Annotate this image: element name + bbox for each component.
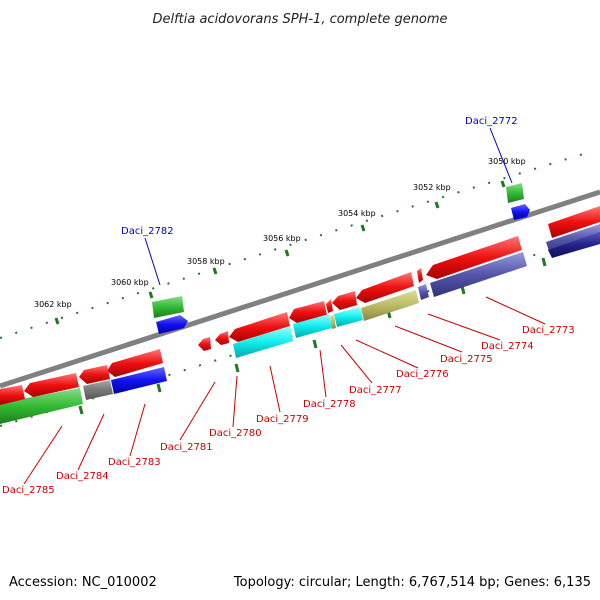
- gene-block-daci-2776[interactable]: [334, 307, 363, 327]
- gene-arrow-daci-2785[interactable]: [0, 388, 83, 424]
- gene-label-daci-2777[interactable]: Daci_2777: [349, 385, 402, 396]
- gene-block-daci-2779[interactable]: [293, 314, 332, 338]
- gene-arrow-daci-2776[interactable]: [356, 272, 414, 303]
- gene-arrow-daci-2782-blue[interactable]: [156, 315, 188, 334]
- gene-arrow-daci-2778[interactable]: [326, 299, 333, 313]
- gene-label-daci-2783[interactable]: Daci_2783: [108, 457, 161, 468]
- gene-label-daci-2773[interactable]: Daci_2773: [522, 325, 575, 336]
- leader-line-daci-2775: [394, 325, 463, 353]
- leader-line-daci-2781: [179, 381, 216, 441]
- leader-line-daci-2784: [77, 413, 105, 471]
- scale-label: 3056 kbp: [263, 234, 301, 243]
- outer-major-ticks: [54, 180, 506, 325]
- gene-label-daci-2774[interactable]: Daci_2774: [481, 341, 534, 352]
- gene-arrow-daci-2783[interactable]: [107, 349, 163, 377]
- gene-label-daci-2782[interactable]: Daci_2782: [121, 226, 174, 237]
- gene-block-daci-2783[interactable]: [111, 367, 167, 394]
- scale-label: 3052 kbp: [413, 183, 451, 192]
- gene-block-daci-2780[interactable]: [233, 326, 293, 358]
- gene-labels: Daci_2772 Daci_2773 Daci_2774 Daci_2775 …: [2, 116, 575, 496]
- leader-line-daci-2773: [485, 296, 546, 325]
- gene-block-daci-2773[interactable]: [430, 252, 527, 297]
- gene-arrow-daci-2772-blue[interactable]: [511, 204, 530, 220]
- forward-blue-genes: [156, 204, 530, 334]
- reverse-strand-genes: [0, 206, 600, 405]
- gene-label-daci-2781[interactable]: Daci_2781: [160, 442, 213, 453]
- gene-label-daci-2778[interactable]: Daci_2778: [303, 399, 356, 410]
- gene-arrow-daci-2782[interactable]: [152, 296, 184, 318]
- gene-label-daci-2775[interactable]: Daci_2775: [440, 354, 493, 365]
- leader-line-daci-2779: [269, 365, 281, 413]
- leader-line-daci-2772: [489, 127, 513, 184]
- gene-block-daci-2775[interactable]: [361, 290, 419, 321]
- scale-label: 3050 kbp: [488, 157, 526, 166]
- genome-summary-text: Topology: circular; Length: 6,767,514 bp…: [233, 575, 591, 590]
- scale-label: 3058 kbp: [187, 257, 225, 266]
- gene-label-daci-2780[interactable]: Daci_2780: [209, 428, 262, 439]
- scale-labels: 3050 kbp 3052 kbp 3054 kbp 3056 kbp 3058…: [34, 157, 526, 309]
- reverse-strand-colored-genes: [83, 224, 600, 400]
- gene-label-daci-2772[interactable]: Daci_2772: [465, 116, 518, 127]
- gene-arrow-right-edge[interactable]: [548, 206, 600, 238]
- gene-block-daci-2777[interactable]: [330, 315, 336, 329]
- gene-block-daci-2774[interactable]: [418, 284, 429, 300]
- accession-text: Accession: NC_010002: [9, 575, 157, 590]
- gene-arrow-daci-2773[interactable]: [426, 236, 522, 279]
- scale-label: 3062 kbp: [34, 300, 72, 309]
- leader-line-daci-2778: [319, 349, 327, 398]
- gene-arrow-daci-2780[interactable]: [229, 312, 290, 342]
- gene-arrow-daci-2781b[interactable]: [198, 337, 211, 351]
- gene-arrow-left-edge[interactable]: [0, 385, 25, 405]
- leader-line-daci-2774: [427, 313, 501, 341]
- gene-arrow-daci-2785b[interactable]: [24, 373, 79, 397]
- gene-arrow-daci-2784[interactable]: [79, 365, 110, 384]
- leader-line-daci-2785: [23, 425, 63, 485]
- leader-line-daci-2782: [144, 237, 161, 286]
- genome-backbone: [0, 189, 600, 389]
- gene-block-right-edge-2[interactable]: [548, 232, 600, 258]
- gene-label-daci-2785[interactable]: Daci_2785: [2, 485, 55, 496]
- leader-lines: [23, 127, 546, 485]
- gene-arrow-daci-2777[interactable]: [332, 291, 357, 310]
- gene-arrow-daci-2781[interactable]: [215, 331, 229, 345]
- gene-arrow-daci-2772[interactable]: [506, 183, 524, 203]
- leader-line-daci-2780: [232, 375, 238, 428]
- map-title: Delftia acidovorans SPH-1, complete geno…: [152, 12, 447, 27]
- gene-label-daci-2784[interactable]: Daci_2784: [56, 471, 109, 482]
- leader-line-daci-2777: [340, 344, 373, 384]
- gene-block-daci-2784[interactable]: [83, 380, 113, 400]
- gene-label-daci-2776[interactable]: Daci_2776: [396, 369, 449, 380]
- scale-label: 3054 kbp: [338, 209, 376, 218]
- leader-line-daci-2783: [129, 403, 146, 457]
- leader-line-daci-2776: [355, 339, 419, 369]
- gene-label-daci-2779[interactable]: Daci_2779: [256, 414, 309, 425]
- scale-label: 3060 kbp: [111, 278, 149, 287]
- gene-arrow-daci-2774[interactable]: [417, 268, 423, 283]
- forward-strand-genes: [0, 183, 524, 424]
